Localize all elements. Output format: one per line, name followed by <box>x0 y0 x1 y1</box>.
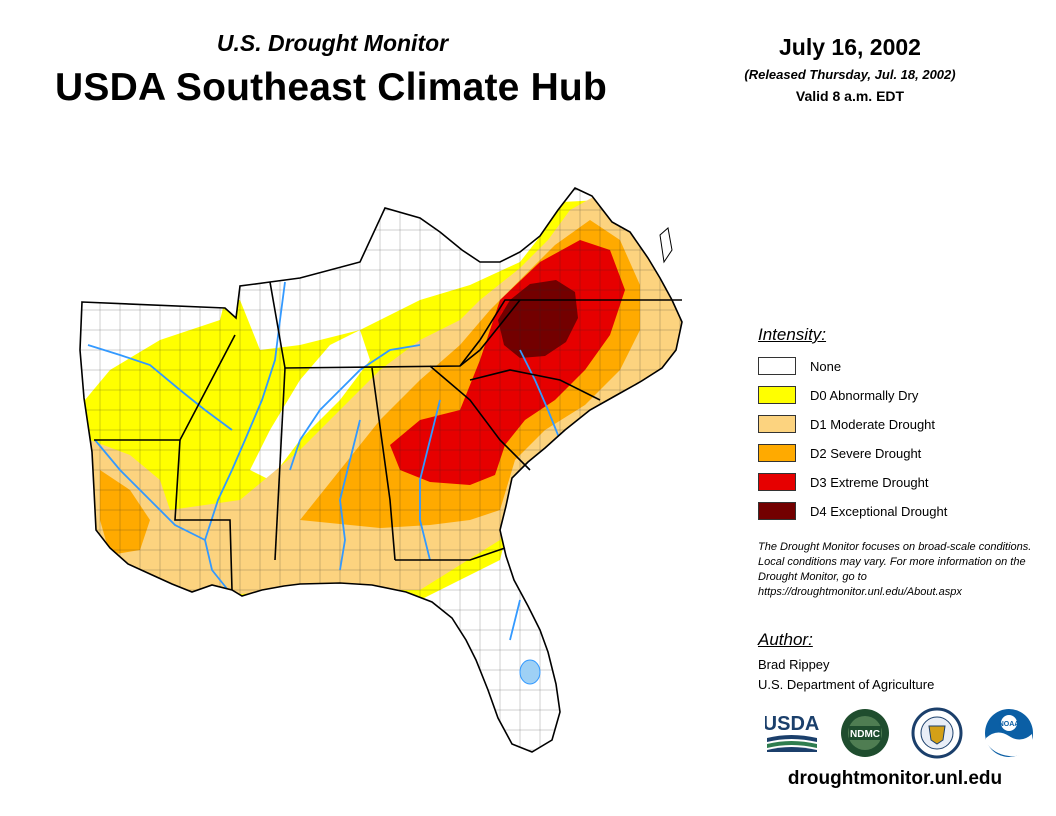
va-nc-border <box>459 299 682 367</box>
partner-logos: USDA NDMC NOAA <box>765 707 1033 759</box>
legend-swatch-d2 <box>758 444 796 462</box>
usda-logo-text: USDA <box>765 713 819 735</box>
state-borders <box>79 187 683 753</box>
drought-monitor-url[interactable]: droughtmonitor.unl.edu <box>787 768 1003 789</box>
legend-item-d4: D4 Exceptional Drought <box>758 500 947 522</box>
st-johns-river <box>509 599 521 641</box>
author-name: Brad Rippey <box>758 657 830 672</box>
southeast-drought-map <box>79 187 683 753</box>
tennessee-river <box>289 344 421 471</box>
ms-al-border <box>274 367 286 561</box>
nc-sc-border <box>469 369 601 401</box>
noaa-logo-icon: NOAA <box>985 709 1033 757</box>
legend-item-d1: D1 Moderate Drought <box>758 413 935 435</box>
legend-swatch-d0 <box>758 386 796 404</box>
legend-label: D0 Abnormally Dry <box>810 387 919 403</box>
legend-item-d2: D2 Severe Drought <box>758 442 921 464</box>
legend-item-d3: D3 Extreme Drought <box>758 471 929 493</box>
legend-swatch-d1 <box>758 415 796 433</box>
chattahoochee-river <box>419 399 441 561</box>
ga-sc-border <box>429 365 531 471</box>
ndmc-logo-icon: NDMC <box>841 709 889 757</box>
usda-logo-icon: USDA <box>765 713 819 752</box>
legend-label: None <box>810 358 842 374</box>
la-ms-border <box>174 439 233 591</box>
drought-layer <box>80 188 682 752</box>
map-title: USDA Southeast Climate Hub <box>55 66 607 109</box>
legend-swatch-none <box>758 357 796 375</box>
white-pocket-2 <box>80 300 225 400</box>
alabama-river <box>339 419 361 571</box>
arkansas-river <box>87 344 233 431</box>
legend-label: D1 Moderate Drought <box>810 416 936 432</box>
lake-okeechobee <box>519 659 541 685</box>
legend-label: D2 Severe Drought <box>810 445 922 461</box>
fl-border <box>395 547 506 561</box>
legend-heading: Intensity: <box>758 325 827 344</box>
drought-monitor-note: The Drought Monitor focuses on broad-sca… <box>758 541 1032 598</box>
red-river <box>94 439 206 541</box>
rivers <box>87 281 561 641</box>
mississippi-river <box>204 281 286 591</box>
author-organization: U.S. Department of Agriculture <box>758 677 935 692</box>
map-subtitle: U.S. Drought Monitor <box>216 30 449 56</box>
doc-seal-icon <box>911 707 963 759</box>
d2-area <box>100 470 150 555</box>
al-ga-border <box>371 367 396 561</box>
legend-swatch-d3 <box>758 473 796 491</box>
delmarva <box>659 227 673 264</box>
map-date: July 16, 2002 <box>779 34 921 60</box>
author-heading: Author: <box>758 630 813 649</box>
ndmc-logo-text: NDMC <box>850 729 880 740</box>
legend-label: D3 Extreme Drought <box>810 474 929 490</box>
savannah-river <box>519 349 561 441</box>
legend-item-none: None <box>758 355 841 377</box>
legend-swatch-d4 <box>758 502 796 520</box>
valid-time: Valid 8 a.m. EDT <box>795 88 905 104</box>
legend-item-d0: D0 Abnormally Dry <box>758 384 918 406</box>
release-date: (Released Thursday, Jul. 18, 2002) <box>744 67 956 82</box>
noaa-logo-text: NOAA <box>999 721 1020 728</box>
legend-label: D4 Exceptional Drought <box>810 503 948 519</box>
